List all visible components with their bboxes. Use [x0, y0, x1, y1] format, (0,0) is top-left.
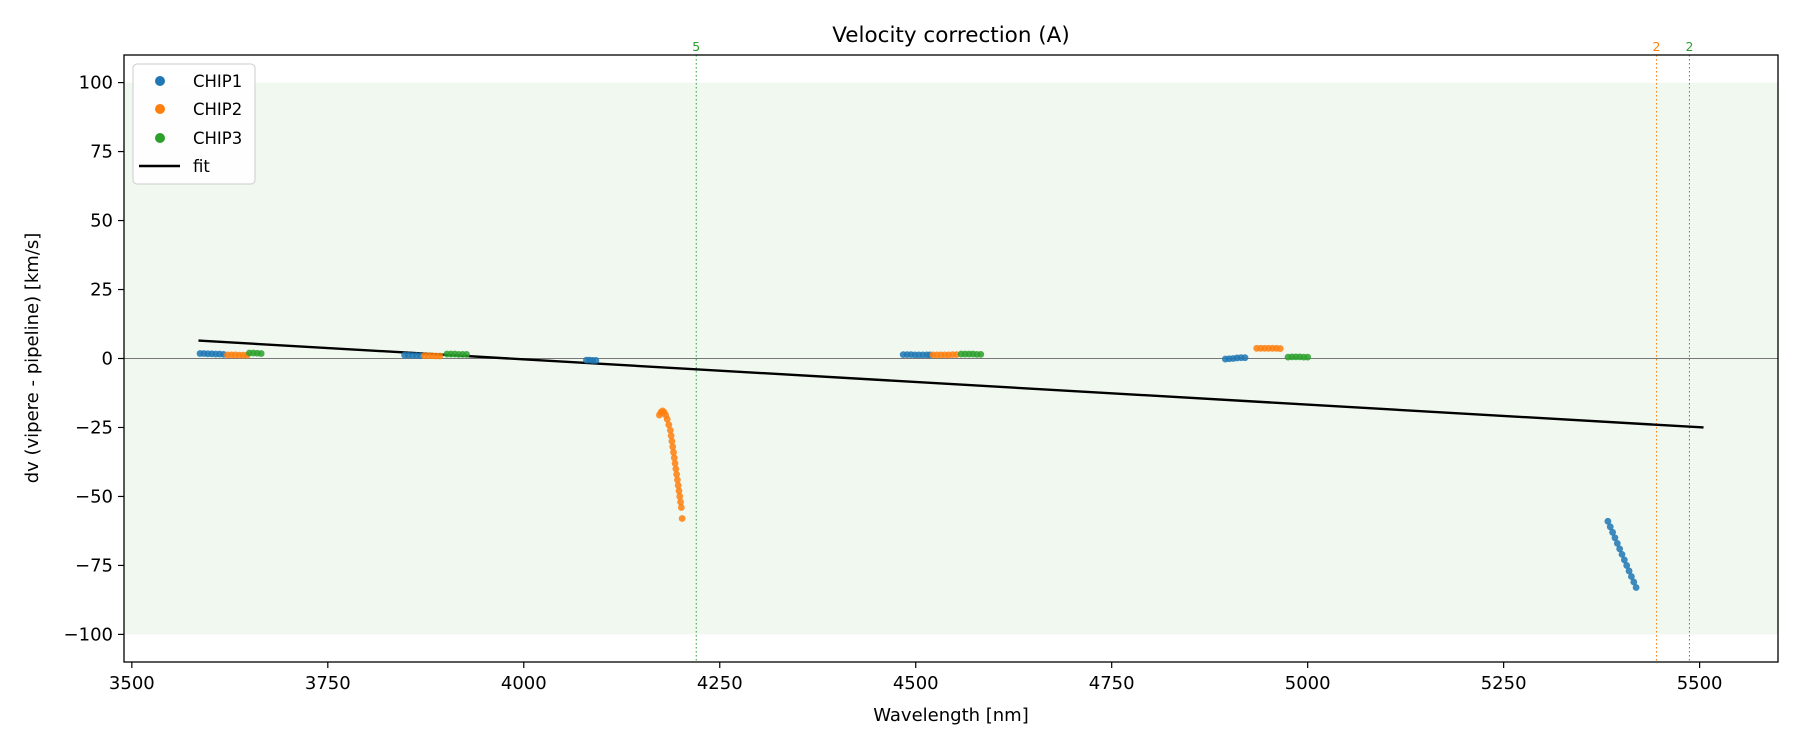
vertical-marker-label: 2: [1653, 39, 1661, 54]
x-tick-label: 3500: [109, 673, 155, 694]
legend-marker-chip2: [155, 104, 165, 114]
data-point-chip1: [1604, 517, 1612, 525]
y-tick-label: −100: [64, 624, 113, 645]
x-axis-title: Wavelength [nm]: [873, 705, 1029, 726]
y-tick-label: −75: [75, 555, 113, 576]
data-point-chip1: [1241, 354, 1249, 362]
x-tick-label: 5250: [1481, 673, 1527, 694]
chart-title: Velocity correction (A): [832, 23, 1070, 48]
legend-label-fit: fit: [193, 157, 210, 176]
y-tick-label: −25: [75, 417, 113, 438]
data-point-chip1: [1623, 562, 1631, 569]
data-point-chip2: [671, 459, 679, 467]
data-point-chip3: [1304, 353, 1312, 361]
data-point-chip2: [670, 454, 678, 462]
legend-label-chip2: CHIP2: [193, 100, 242, 119]
x-tick-label: 4250: [697, 673, 743, 694]
data-point-chip2: [672, 465, 680, 473]
legend-label-chip1: CHIP1: [193, 72, 242, 91]
legend-box: [132, 63, 256, 185]
y-axis-title: dv (vipere - pipeline) [km/s]: [22, 233, 43, 484]
data-point-chip2: [1276, 345, 1284, 352]
data-point-chip1: [1625, 567, 1633, 575]
x-tick-label: 3750: [305, 673, 351, 694]
scatter-points: [196, 344, 1640, 591]
data-point-chip2: [667, 432, 675, 440]
data-point-chip2: [669, 443, 677, 451]
data-point-chip2: [677, 498, 684, 506]
data-point-chip2: [674, 482, 682, 489]
x-tick-label: 4000: [501, 673, 547, 694]
data-point-chip2: [666, 426, 674, 434]
data-point-chip2: [677, 504, 685, 511]
data-point-chip2: [676, 493, 684, 500]
legend-marker-chip1: [155, 76, 165, 86]
y-tick-label: 0: [102, 349, 113, 370]
vertical-marker-lines: 5 2 2: [692, 39, 1693, 662]
data-point-chip1: [1618, 550, 1626, 558]
y-tick-label: 25: [90, 280, 113, 301]
data-point-chip1: [1609, 528, 1616, 536]
data-point-chip1: [1630, 578, 1638, 586]
chart-background: [124, 55, 1778, 662]
y-tick-label: 50: [90, 211, 113, 232]
y-axis-ticks: −100 −75 −50 −25 0 25 50 75 100: [64, 73, 124, 645]
data-point-chip3: [257, 350, 265, 357]
data-point-chip1: [1620, 556, 1628, 564]
y-tick-label: 100: [79, 73, 113, 94]
data-point-chip2: [665, 421, 673, 429]
vertical-marker-label: 2: [1685, 39, 1693, 54]
data-point-chip2: [678, 515, 686, 522]
data-point-chip1: [1632, 584, 1640, 591]
data-point-chip2: [670, 448, 677, 456]
data-point-chip1: [1616, 545, 1624, 553]
x-axis-ticks: 3500 3750 4000 4250 4500 4750 5000 5250 5500: [109, 662, 1723, 694]
x-tick-label: 4750: [1089, 673, 1135, 694]
legend: CHIP1 CHIP2 CHIP3 fit: [132, 63, 256, 185]
data-point-chip2: [663, 415, 671, 423]
x-tick-label: 5500: [1677, 673, 1723, 694]
legend-label-chip3: CHIP3: [193, 129, 242, 148]
x-tick-label: 5000: [1285, 673, 1331, 694]
data-point-chip2: [675, 487, 683, 495]
data-point-chip1: [1606, 523, 1614, 531]
data-point-chip2: [674, 476, 681, 484]
data-point-chip3: [977, 350, 985, 358]
x-tick-label: 4500: [893, 673, 939, 694]
y-tick-label: −50: [75, 486, 113, 507]
data-point-chip2: [673, 470, 681, 478]
data-point-chip1: [1611, 534, 1619, 542]
data-point-chip1: [1613, 539, 1621, 547]
data-point-chip2: [668, 437, 676, 445]
data-point-chip1: [592, 357, 600, 364]
y-tick-label: 75: [90, 142, 113, 163]
data-point-chip2: [436, 352, 444, 360]
legend-marker-chip3: [155, 133, 165, 143]
data-point-chip1: [1628, 573, 1635, 580]
data-point-chip3: [463, 350, 470, 358]
vertical-marker-label: 5: [692, 39, 700, 54]
